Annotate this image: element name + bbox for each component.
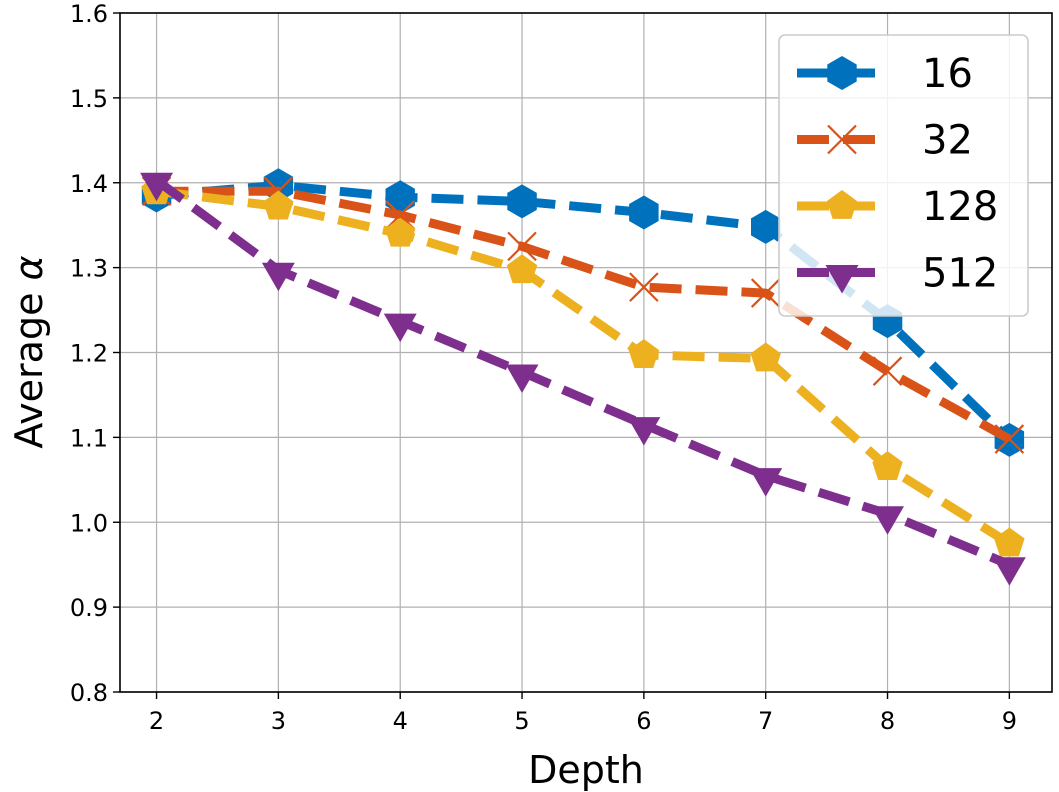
series-512 bbox=[140, 172, 1026, 586]
legend-marker bbox=[827, 124, 857, 155]
legend-item: 512 bbox=[797, 251, 998, 297]
y-tick-label: 1.5 bbox=[70, 85, 108, 113]
data-point bbox=[507, 231, 537, 262]
y-tick-label: 0.8 bbox=[70, 679, 108, 707]
legend-marker bbox=[826, 190, 858, 219]
data-point bbox=[994, 424, 1025, 454]
data-point bbox=[261, 262, 295, 292]
data-point bbox=[750, 342, 781, 372]
y-tick-label: 1.0 bbox=[70, 509, 108, 537]
data-point bbox=[872, 451, 903, 480]
data-point bbox=[871, 506, 904, 535]
x-axis-label: Depth bbox=[528, 748, 644, 792]
data-point bbox=[628, 339, 660, 368]
data-point bbox=[629, 195, 659, 230]
y-tick-label: 1.2 bbox=[70, 340, 108, 368]
data-point bbox=[383, 313, 417, 343]
legend-marker bbox=[827, 56, 857, 90]
legend-item: 128 bbox=[797, 184, 998, 230]
legend-item: 16 bbox=[797, 51, 973, 97]
legend: 16 32 128 512 bbox=[778, 34, 1029, 317]
data-point bbox=[140, 172, 173, 202]
series-line-128 bbox=[155, 186, 1012, 548]
series-line-512 bbox=[153, 176, 1012, 569]
data-point bbox=[507, 184, 537, 219]
legend-item: 32 bbox=[797, 118, 973, 164]
y-tick-label: 1.4 bbox=[70, 170, 108, 198]
legend-label: 32 bbox=[922, 118, 973, 164]
data-point bbox=[505, 364, 539, 393]
legend-label: 512 bbox=[922, 251, 998, 297]
data-point bbox=[627, 417, 661, 446]
data-point bbox=[750, 278, 781, 308]
data-point bbox=[751, 209, 781, 244]
data-point bbox=[385, 217, 416, 247]
legend-label: 128 bbox=[922, 184, 998, 230]
y-tick-label: 1.6 bbox=[70, 0, 108, 28]
y-axis-label: Average α bbox=[7, 255, 51, 448]
x-tick-label: 4 bbox=[393, 707, 408, 735]
data-point bbox=[385, 200, 415, 230]
x-axis: 2 3 4 5 6 7 8 9 bbox=[149, 692, 1017, 735]
y-axis-label-text: Average bbox=[7, 280, 51, 448]
data-point bbox=[994, 527, 1025, 557]
y-tick-label: 1.1 bbox=[70, 424, 108, 452]
x-tick-label: 9 bbox=[1002, 707, 1017, 735]
x-tick-label: 6 bbox=[636, 707, 651, 735]
y-tick-label: 0.9 bbox=[70, 594, 108, 622]
data-point bbox=[749, 468, 783, 497]
x-tick-label: 2 bbox=[149, 707, 164, 735]
legend-marker bbox=[825, 265, 859, 294]
data-point bbox=[506, 254, 538, 284]
data-point bbox=[263, 190, 294, 220]
data-point bbox=[872, 356, 903, 386]
data-point bbox=[992, 557, 1026, 586]
y-axis-label-symbol: α bbox=[7, 255, 51, 280]
x-tick-label: 5 bbox=[514, 707, 529, 735]
legend-box bbox=[778, 34, 1029, 317]
x-tick-label: 8 bbox=[880, 707, 895, 735]
data-point bbox=[629, 272, 659, 302]
x-tick-label: 7 bbox=[758, 707, 773, 735]
series-line-32 bbox=[156, 186, 1012, 444]
x-tick-label: 3 bbox=[271, 707, 286, 735]
data-point bbox=[385, 180, 415, 215]
legend-label: 16 bbox=[922, 51, 973, 97]
y-axis: 0.8 0.9 1.0 1.1 1.2 1.3 1.4 1.5 1.6 bbox=[70, 0, 120, 707]
y-tick-label: 1.3 bbox=[70, 255, 108, 283]
